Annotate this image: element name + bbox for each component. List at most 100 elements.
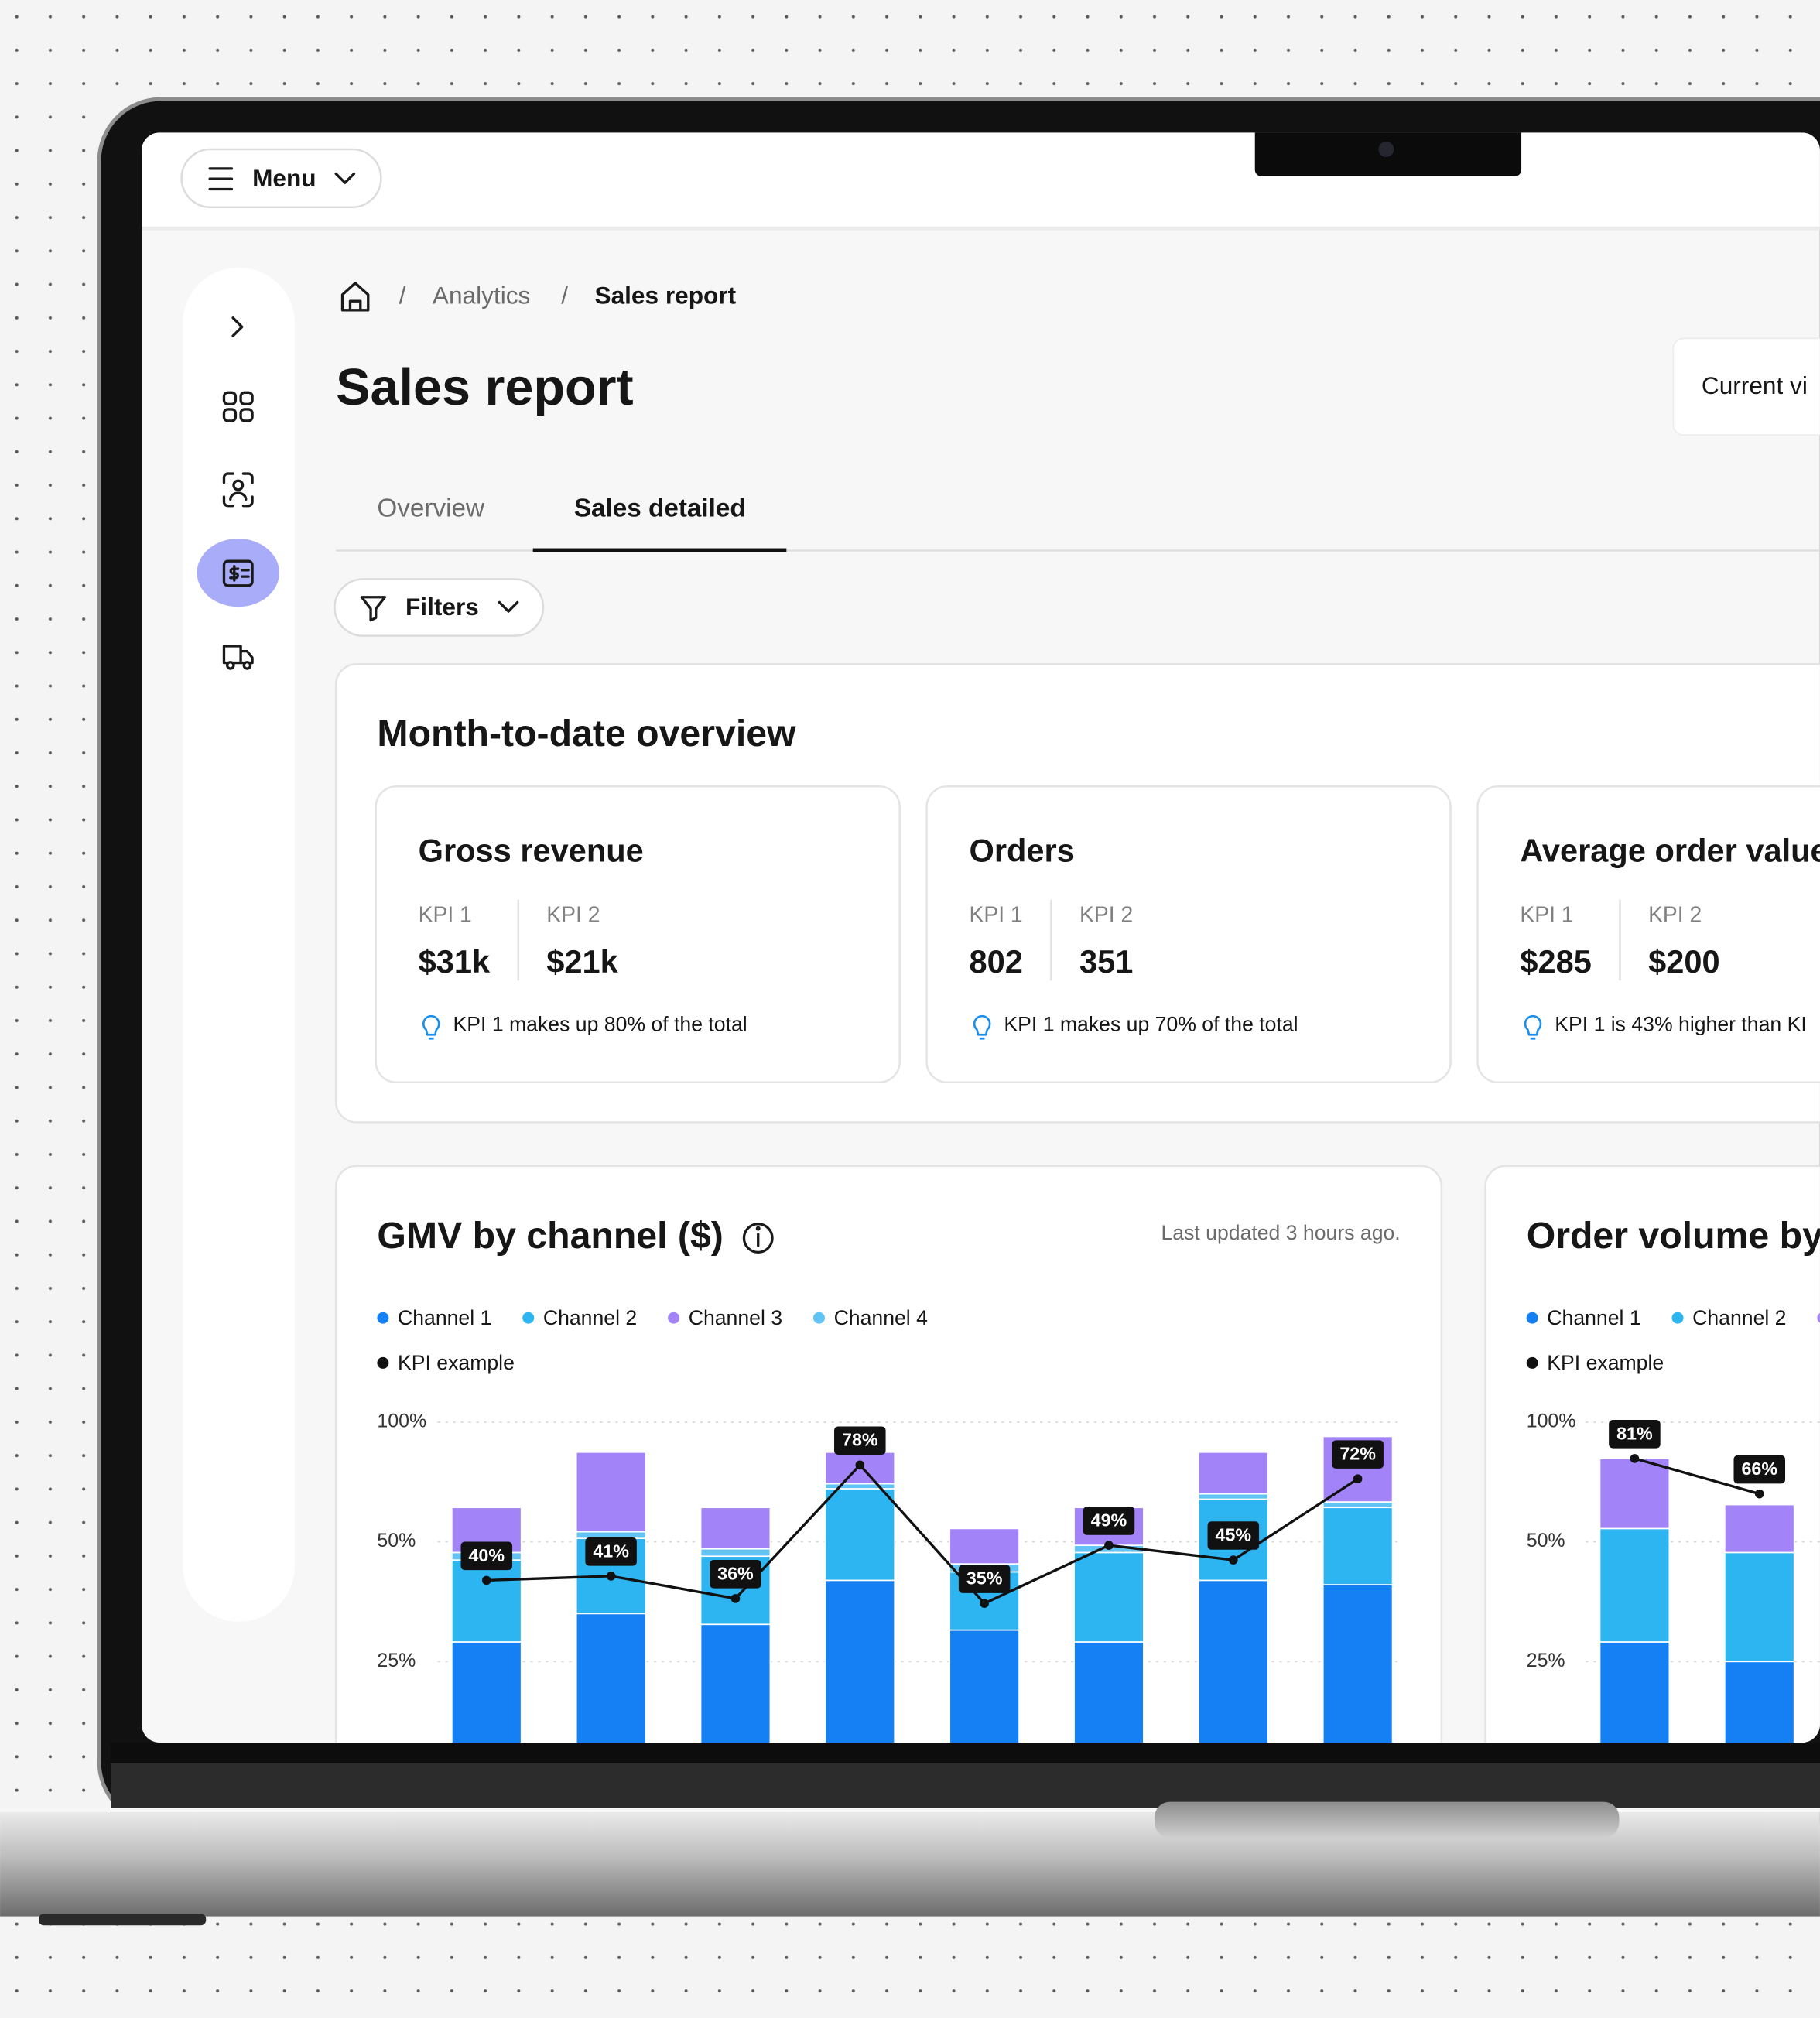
shipping-icon[interactable]: [222, 645, 254, 670]
value-label-box: [1733, 1455, 1786, 1484]
kpi-value: $200: [1648, 943, 1720, 980]
top-bar: [142, 132, 1820, 228]
tabs-divider: [336, 549, 1820, 552]
view-button-label: Current vi: [1702, 371, 1808, 399]
filters-label: Filters: [405, 593, 479, 621]
kpi-label: KPI 2: [1648, 902, 1702, 927]
kpi-card-title: Gross revenue: [419, 833, 644, 869]
dashboard-icon[interactable]: [222, 391, 254, 422]
chevron-icon: [334, 172, 356, 184]
breadcrumb-link[interactable]: Analytics: [433, 282, 530, 310]
kpi-label: KPI 2: [546, 902, 600, 927]
chart-title: Order volume by: [1527, 1215, 1820, 1257]
kpi-point: [481, 1575, 491, 1585]
kpi-point: [855, 1460, 865, 1470]
bar-segment: [1599, 1458, 1671, 1530]
kpi-point: [1754, 1489, 1764, 1499]
bar-segment: [1198, 1493, 1269, 1500]
kpi-value: $31k: [419, 943, 491, 980]
chart-title: GMV by channel ($): [377, 1215, 723, 1257]
screen: Menu / Analytics / Sales report Sales r: [142, 132, 1820, 1743]
overview-title: Month-to-date overview: [377, 713, 796, 754]
kpi-line: [1634, 1457, 1760, 1496]
lightbulb-icon: [973, 1014, 991, 1040]
value-label: 41%: [593, 1541, 629, 1561]
tab[interactable]: Overview: [377, 494, 485, 522]
kpi-point: [730, 1594, 741, 1603]
tab-active[interactable]: Sales detailed: [574, 494, 746, 522]
bar-segment: [1724, 1661, 1795, 1743]
value-label: 66%: [1741, 1459, 1777, 1479]
view-button[interactable]: Current vi: [1672, 337, 1820, 436]
kpi-line: [486, 1462, 1359, 1606]
sidebar-expand-icon[interactable]: [231, 316, 244, 337]
bar-segment: [949, 1629, 1020, 1743]
kpi-point: [1353, 1474, 1363, 1484]
value-label-box: [1332, 1440, 1384, 1469]
laptop-thumb-notch: [1155, 1801, 1620, 1838]
legend-marker: [1526, 1356, 1538, 1369]
info-icon[interactable]: [742, 1223, 774, 1254]
bar-segment: [824, 1488, 896, 1582]
y-tick-label: 50%: [1527, 1530, 1565, 1551]
legend-marker: [522, 1312, 535, 1324]
value-label-box: [710, 1560, 761, 1589]
legend-marker: [377, 1312, 389, 1324]
legend-label: KPI example: [398, 1351, 515, 1374]
legend-label: Channel 4: [834, 1306, 929, 1329]
kpi-label: KPI 1: [1520, 902, 1573, 927]
legend-marker: [1526, 1312, 1538, 1324]
kpi-point: [1104, 1541, 1114, 1550]
laptop-foot: [38, 1914, 207, 1926]
kpi-card-title: Average order value: [1520, 833, 1820, 869]
home-icon[interactable]: [340, 282, 370, 312]
value-label: 78%: [842, 1430, 878, 1450]
menu-button[interactable]: Menu: [180, 148, 382, 209]
kpi-point: [1228, 1555, 1238, 1565]
kpi-card: [1476, 785, 1820, 1084]
value-label: 72%: [1339, 1444, 1376, 1464]
bar-segment: [1599, 1641, 1671, 1743]
bar-segment: [824, 1579, 896, 1743]
kpi-value: $285: [1520, 943, 1592, 980]
kpi-note: KPI 1 makes up 70% of the total: [1004, 1013, 1298, 1036]
value-label: 81%: [1616, 1423, 1653, 1443]
value-label: 45%: [1216, 1524, 1252, 1544]
laptop-base-edge: [0, 1808, 1820, 1812]
legend-label: Channel 1: [398, 1306, 491, 1329]
chart-subtitle: Last updated 3 hours ago.: [1161, 1221, 1400, 1244]
chevron-icon: [498, 600, 519, 613]
bar-segment: [1198, 1451, 1269, 1495]
bar-segment: [1322, 1507, 1394, 1585]
breadcrumb-separator: /: [399, 282, 406, 310]
value-label-box: [585, 1537, 637, 1566]
legend-marker: [1671, 1312, 1684, 1324]
y-tick-label: 50%: [377, 1530, 416, 1551]
hamburger-icon: [208, 167, 234, 191]
bar-segment: [1322, 1501, 1394, 1509]
legend-label: Channel 1: [1547, 1306, 1640, 1329]
legend-label: Channel 2: [543, 1306, 637, 1329]
kpi-label: KPI 1: [970, 902, 1023, 927]
menu-label: Menu: [252, 164, 316, 192]
filters-button[interactable]: Filters: [334, 578, 545, 637]
lightbulb-icon: [422, 1014, 440, 1040]
kpi-value: 351: [1079, 943, 1133, 980]
screen-bottom-bezel: [111, 1743, 1820, 1763]
legend-marker: [668, 1312, 680, 1324]
legend-label: KPI example: [1547, 1351, 1664, 1374]
customer-icon[interactable]: [222, 472, 254, 508]
filter-icon: [360, 596, 387, 622]
value-label-box: [1083, 1507, 1135, 1535]
bar-segment: [1724, 1503, 1795, 1554]
bar-segment: [575, 1451, 647, 1533]
sales-icon[interactable]: [222, 559, 254, 587]
bar-segment: [700, 1548, 771, 1558]
kpi-note: KPI 1 makes up 80% of the total: [453, 1013, 748, 1036]
y-tick-label: 100%: [377, 1411, 426, 1432]
kpi-point: [980, 1599, 989, 1609]
